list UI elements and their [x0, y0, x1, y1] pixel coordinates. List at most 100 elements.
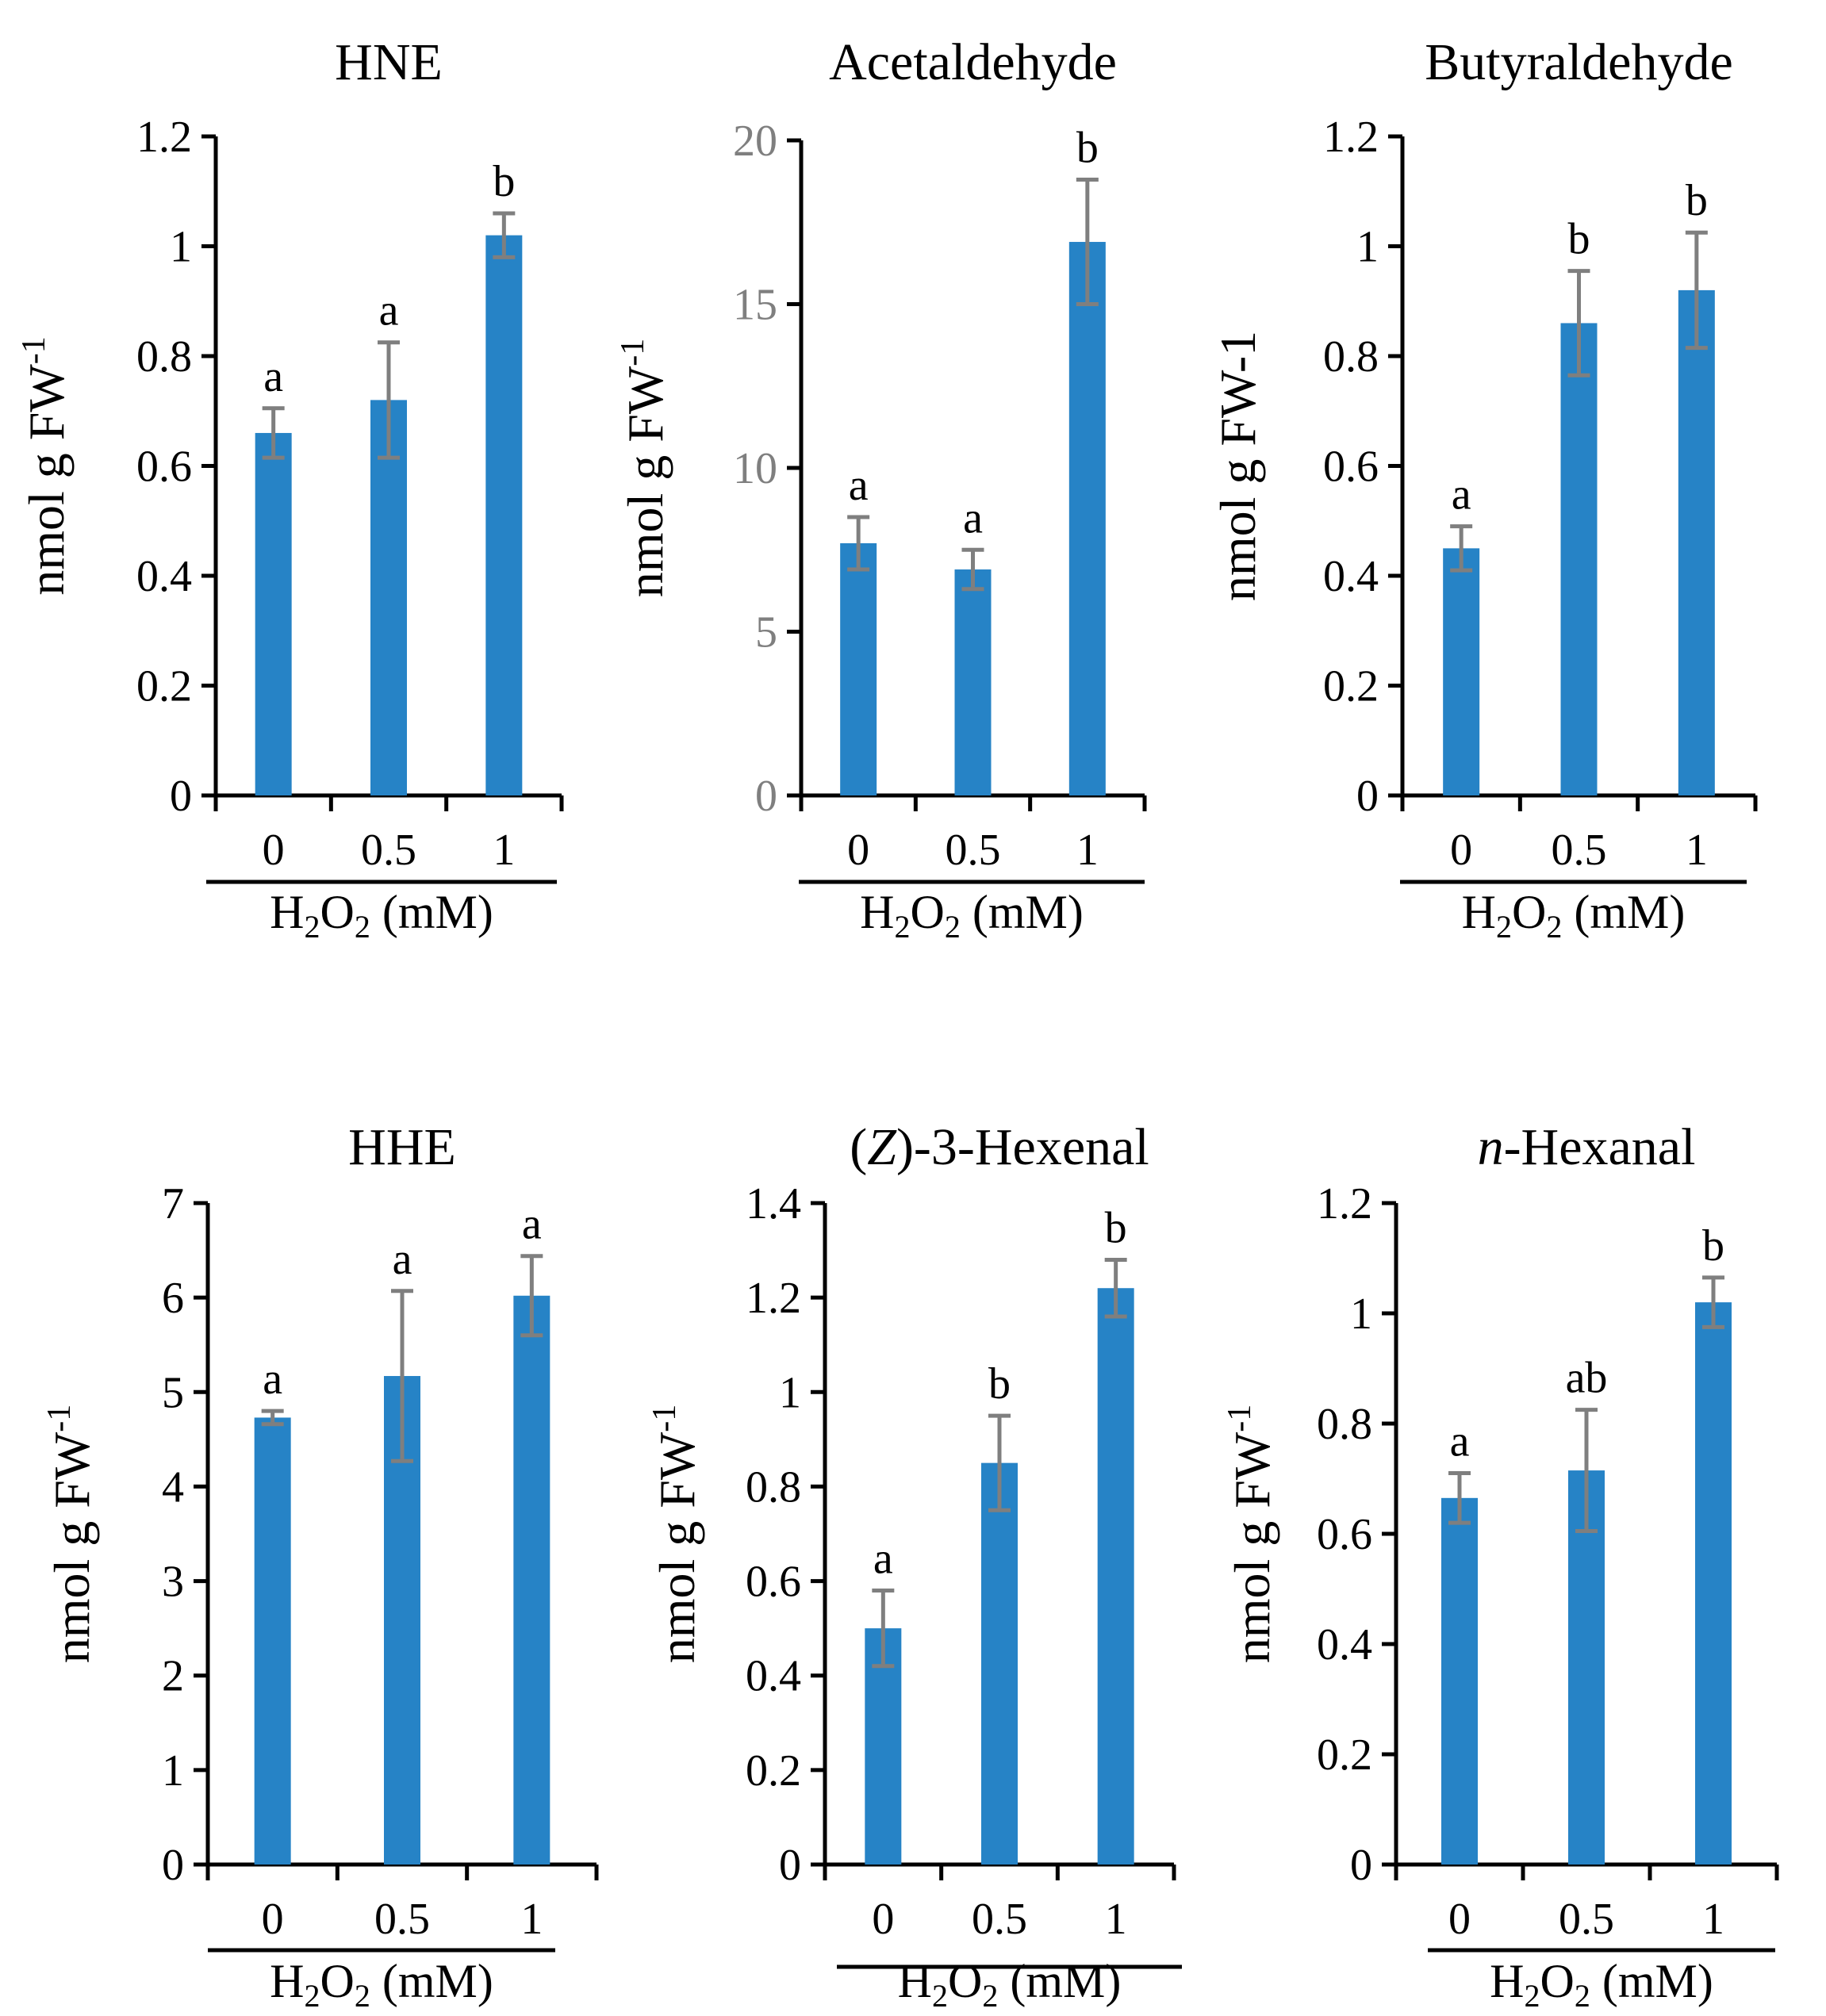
x-tick-label: 0: [847, 826, 869, 875]
x-tick-label: 1: [1105, 1895, 1127, 1944]
x-axis-label: H2O2 (mM): [898, 1955, 1122, 2014]
y-tick-label: 5: [755, 608, 777, 657]
chart-panel: HHE 0 1 2 3 4 5 6 7 a 0 a 0.5 a 1 H2O2 (mM) nmol g FW-1: [41, 1118, 599, 2014]
y-tick-label: 0.4: [746, 1652, 801, 1701]
y-tick-label: 2: [162, 1652, 184, 1701]
y-tick-label: 0.4: [1323, 552, 1379, 601]
y-tick-label: 0.6: [1317, 1510, 1372, 1559]
significance-letter: a: [963, 493, 983, 542]
x-tick-label: 0: [262, 1895, 284, 1944]
y-tick-label: 0.6: [1323, 443, 1379, 492]
y-tick-label: 15: [733, 281, 777, 330]
y-tick-label: 7: [162, 1179, 184, 1228]
x-axis-label: H2O2 (mM): [1462, 886, 1686, 945]
significance-letter: ab: [1566, 1354, 1608, 1403]
y-tick-label: 1.2: [1317, 1179, 1372, 1228]
y-tick-label: 0: [162, 1841, 184, 1890]
y-tick-label: 1.2: [136, 113, 192, 162]
y-tick-label: 5: [162, 1368, 184, 1417]
y-tick-label: 1.4: [746, 1179, 801, 1228]
x-axis-label: H2O2 (mM): [270, 1955, 493, 2014]
chart-title: (Z)-3-Hexenal: [850, 1118, 1149, 1176]
chart-panel: Acetaldehyde 0 5 10 15 20 a 0 a 0.5 b 1 H2O2 (mM) nmo…: [615, 33, 1147, 945]
x-axis-label: H2O2 (mM): [1490, 1955, 1713, 2014]
significance-letter: a: [522, 1200, 542, 1249]
x-tick-label: 0: [872, 1895, 894, 1944]
bar: [840, 542, 877, 795]
y-tick-label: 0: [779, 1841, 801, 1890]
y-tick-label: 1: [170, 223, 192, 272]
significance-letter: b: [1105, 1203, 1127, 1252]
y-axis-label: nmol g FW-1: [1222, 1405, 1280, 1664]
x-tick-label: 0.5: [361, 826, 416, 875]
y-tick-label: 1.2: [1323, 113, 1379, 162]
x-tick-label: 0.5: [946, 826, 1001, 875]
y-tick-label: 1: [162, 1746, 184, 1796]
bar: [485, 235, 523, 795]
significance-letter: a: [393, 1235, 412, 1284]
y-tick-label: 0.8: [1323, 332, 1379, 381]
bar: [1568, 1470, 1605, 1865]
y-axis-label: nmol g FW-1: [1210, 331, 1266, 601]
y-tick-label: 0.6: [746, 1558, 801, 1607]
x-tick-label: 0.5: [1559, 1895, 1614, 1944]
bar: [1695, 1302, 1732, 1865]
significance-letter: a: [1450, 1417, 1470, 1466]
x-tick-label: 0.5: [374, 1895, 430, 1944]
x-tick-label: 0.5: [1552, 826, 1607, 875]
x-tick-label: 0: [1448, 1895, 1471, 1944]
significance-letter: a: [1452, 470, 1471, 519]
chart-panel: n-Hexanal 0 0.2 0.4 0.6 0.8 1 1.2 a 0 ab 0.5 b 1 H2O2 …: [1222, 1118, 1779, 2014]
bar: [370, 400, 407, 795]
y-tick-label: 0.2: [136, 662, 192, 711]
y-tick-label: 0.2: [1323, 662, 1379, 711]
y-axis-label: nmol g FW-1: [646, 1405, 705, 1664]
significance-letter: b: [1076, 124, 1099, 173]
y-tick-label: 0.2: [746, 1746, 801, 1796]
chart-panel: (Z)-3-Hexenal 0 0.2 0.4 0.6 0.8 1 1.2 1.4 a 0 b 0.5 b…: [646, 1118, 1182, 2014]
significance-letter: a: [873, 1534, 893, 1583]
y-tick-label: 0.8: [136, 332, 192, 381]
bar: [255, 432, 292, 795]
significance-letter: b: [1702, 1221, 1724, 1271]
bar: [513, 1295, 550, 1865]
bar: [954, 569, 992, 795]
significance-letter: a: [379, 286, 399, 335]
significance-letter: a: [263, 352, 283, 401]
x-tick-label: 0: [1450, 826, 1472, 875]
bar: [254, 1417, 291, 1865]
x-tick-label: 0.5: [972, 1895, 1027, 1944]
bar: [1441, 1497, 1478, 1865]
y-tick-label: 1: [779, 1368, 801, 1417]
bar: [981, 1462, 1018, 1865]
significance-letter: a: [849, 461, 869, 510]
significance-letter: a: [263, 1355, 282, 1404]
chart-title: n-Hexanal: [1478, 1118, 1696, 1176]
y-tick-label: 0.8: [746, 1462, 801, 1512]
y-tick-label: 0.4: [136, 552, 192, 601]
chart-title: HNE: [335, 33, 443, 91]
significance-letter: b: [493, 157, 515, 206]
significance-letter: b: [1568, 215, 1590, 264]
x-axis-label: H2O2 (mM): [860, 886, 1084, 945]
y-axis-label: nmol g FW-1: [615, 339, 673, 598]
x-tick-label: 1: [1076, 826, 1099, 875]
y-tick-label: 1.2: [746, 1274, 801, 1323]
y-axis-label: nmol g FW-1: [41, 1405, 100, 1664]
chart-panel: Butyraldehyde00.20.40.60.811.2a0b0.5b1H2…: [1210, 33, 1758, 945]
y-tick-label: 0.6: [136, 443, 192, 492]
y-tick-label: 0: [755, 772, 777, 821]
y-tick-label: 3: [162, 1558, 184, 1607]
chart-title: Butyraldehyde: [1425, 33, 1733, 91]
y-tick-label: 0: [1356, 772, 1379, 821]
x-axis-label: H2O2 (mM): [270, 886, 493, 945]
y-tick-label: 10: [733, 444, 777, 493]
chart-title: HHE: [348, 1118, 456, 1176]
bar: [1678, 289, 1715, 795]
y-tick-label: 0: [170, 772, 192, 821]
bar: [1560, 323, 1598, 795]
y-axis-label: nmol g FW-1: [16, 336, 75, 596]
y-tick-label: 0: [1350, 1841, 1372, 1890]
